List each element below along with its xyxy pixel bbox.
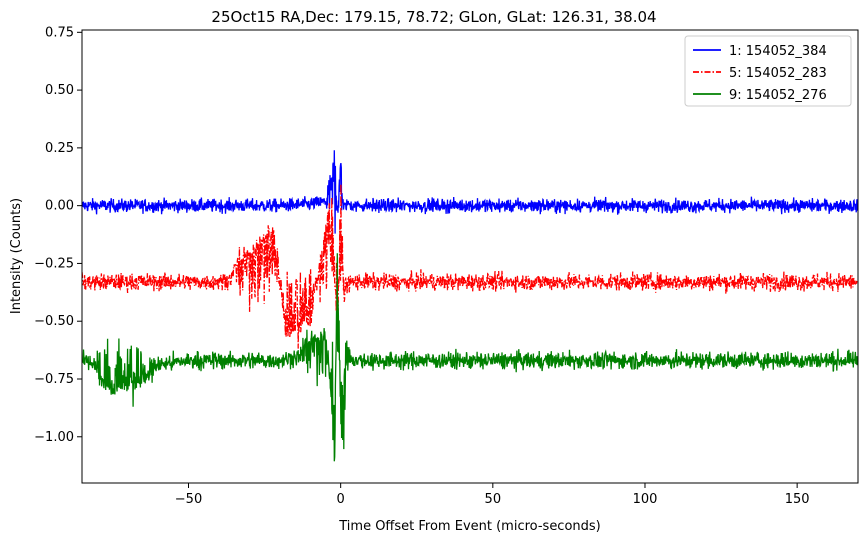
x-axis-label: Time Offset From Event (micro-seconds) [338,519,601,534]
x-tick-label: 0 [337,492,345,507]
legend-label: 1: 154052_384 [729,44,827,59]
x-axis: −50 0 50 100 150 [175,483,810,507]
y-tick-label: −1.00 [34,430,74,445]
y-tick-label: −0.75 [34,372,74,387]
chart-title: 25Oct15 RA,Dec: 179.15, 78.72; GLon, GLa… [211,8,656,26]
legend-box [684,35,852,107]
series-line-3 [82,253,858,462]
plot-frame [81,29,859,484]
y-tick-label: 0.75 [45,25,74,40]
series-layer [82,150,858,462]
x-tick-label: 50 [485,492,502,507]
legend-label: 9: 154052_276 [729,88,827,103]
series-line-1 [82,150,858,234]
legend: 1: 154052_384 5: 154052_283 9: 154052_276 [684,35,852,107]
y-tick-label: −0.25 [34,256,74,271]
x-tick-label: −50 [175,492,202,507]
y-tick-label: 0.50 [45,83,74,98]
x-tick-label: 150 [785,492,810,507]
y-axis: 0.75 0.50 0.25 0.00 −0.25 −0.50 −0.75 −1.00 [34,25,82,445]
x-tick-label: 100 [633,492,658,507]
legend-label: 5: 154052_283 [729,66,827,81]
y-tick-label: 0.25 [45,141,74,156]
y-tick-label: −0.50 [34,314,74,329]
y-axis-label: Intensity (Counts) [9,198,24,314]
y-tick-label: 0.00 [45,199,74,214]
series-line-2 [82,183,858,349]
